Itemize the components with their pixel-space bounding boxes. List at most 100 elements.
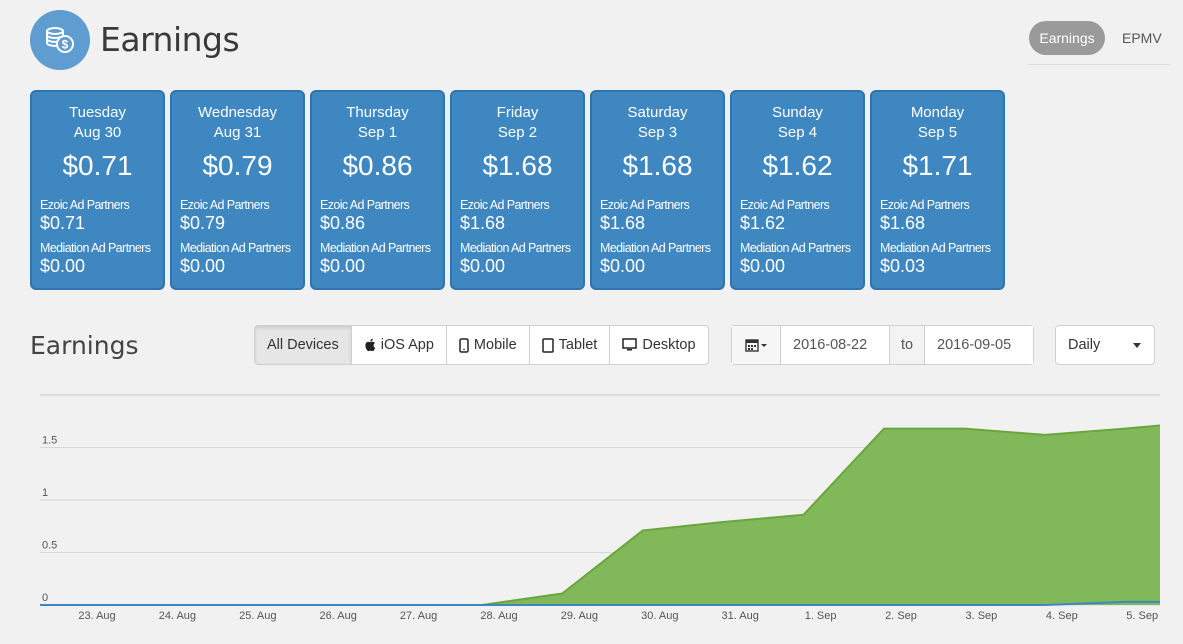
card-date: Aug 31 bbox=[213, 124, 262, 141]
x-tick-label: 3. Sep bbox=[965, 610, 997, 622]
day-card-friday: Friday Sep 2 $1.68 Ezoic Ad Partners $1.68 Me… bbox=[450, 90, 585, 290]
x-tick-label: 29. Aug bbox=[561, 610, 598, 622]
mediation-partners-value: $0.00 bbox=[320, 256, 366, 276]
desktop-button[interactable]: Desktop bbox=[610, 326, 707, 364]
coins-icon: $ bbox=[46, 27, 74, 53]
card-total: $1.62 bbox=[762, 150, 833, 181]
end-date-input[interactable] bbox=[925, 326, 1033, 364]
desktop-icon bbox=[622, 338, 638, 351]
mediation-partners-label: Mediation Ad Partners bbox=[180, 241, 291, 255]
day-card-sunday: Sunday Sep 4 $1.62 Ezoic Ad Partners $1.62 Me… bbox=[730, 90, 865, 290]
mediation-series-line bbox=[40, 600, 1160, 606]
mediation-partners-label: Mediation Ad Partners bbox=[880, 241, 991, 255]
x-tick-label: 2. Sep bbox=[885, 610, 917, 622]
card-total: $0.79 bbox=[202, 150, 273, 181]
card-day: Saturday bbox=[627, 104, 688, 121]
ezoic-partners-value: $0.71 bbox=[40, 213, 86, 233]
ezoic-partners-label: Ezoic Ad Partners bbox=[320, 198, 410, 212]
day-card-saturday: Saturday Sep 3 $1.68 Ezoic Ad Partners $1.68… bbox=[590, 90, 725, 290]
mediation-partners-label: Mediation Ad Partners bbox=[740, 241, 851, 255]
card-day: Sunday bbox=[772, 104, 823, 121]
x-tick-label: 27. Aug bbox=[400, 610, 437, 622]
y-tick-label: 0.5 bbox=[42, 540, 57, 552]
y-tick-label: 1 bbox=[42, 487, 48, 499]
ezoic-partners-label: Ezoic Ad Partners bbox=[460, 198, 550, 212]
apple-icon bbox=[365, 338, 375, 352]
ezoic-partners-value: $1.62 bbox=[740, 213, 786, 233]
date-range-to-label: to bbox=[889, 326, 925, 364]
mediation-partners-label: Mediation Ad Partners bbox=[40, 241, 151, 255]
ios-app-label: iOS App bbox=[380, 337, 434, 353]
svg-text:$: $ bbox=[62, 38, 69, 52]
ezoic-partners-value: $1.68 bbox=[460, 213, 506, 233]
ezoic-series-area bbox=[40, 425, 1160, 605]
mediation-partners-label: Mediation Ad Partners bbox=[600, 241, 711, 255]
period-select[interactable]: Daily bbox=[1055, 325, 1155, 365]
earnings-toggle-button[interactable]: Earnings bbox=[1029, 21, 1105, 55]
card-total: $1.71 bbox=[902, 150, 973, 181]
day-card-wednesday: Wednesday Aug 31 $0.79 Ezoic Ad Partners $0.… bbox=[170, 90, 305, 290]
mediation-partners-value: $0.03 bbox=[880, 256, 926, 276]
x-tick-label: 30. Aug bbox=[641, 610, 678, 622]
card-day: Wednesday bbox=[198, 104, 277, 121]
metric-toggle: Earnings EPMV bbox=[1028, 21, 1170, 65]
card-date: Sep 1 bbox=[357, 124, 398, 141]
calendar-dropdown-button[interactable] bbox=[732, 326, 781, 364]
day-card-thursday: Thursday Sep 1 $0.86 Ezoic Ad Partners $0.86… bbox=[310, 90, 445, 290]
card-date: Sep 3 bbox=[637, 124, 678, 141]
x-tick-label: 25. Aug bbox=[239, 610, 276, 622]
mediation-partners-label: Mediation Ad Partners bbox=[320, 241, 431, 255]
card-day: Monday bbox=[910, 104, 965, 121]
card-day: Friday bbox=[496, 104, 539, 121]
x-tick-label: 4. Sep bbox=[1046, 610, 1078, 622]
period-select-value: Daily bbox=[1068, 337, 1101, 353]
x-tick-label: 24. Aug bbox=[159, 610, 196, 622]
day-card-monday: Monday Sep 5 $1.71 Ezoic Ad Partners $1.68 Me… bbox=[870, 90, 1005, 290]
tablet-button[interactable]: Tablet bbox=[530, 326, 611, 364]
all-devices-button[interactable]: All Devices bbox=[255, 326, 352, 364]
mediation-partners-value: $0.00 bbox=[600, 256, 646, 276]
card-date: Sep 2 bbox=[497, 124, 538, 141]
card-total: $0.71 bbox=[62, 150, 133, 181]
mobile-button[interactable]: Mobile bbox=[447, 326, 530, 364]
ezoic-partners-label: Ezoic Ad Partners bbox=[600, 198, 690, 212]
y-tick-label: 1.5 bbox=[42, 435, 57, 447]
card-date: Sep 5 bbox=[917, 124, 958, 141]
mediation-partners-value: $0.00 bbox=[460, 256, 506, 276]
start-date-input[interactable] bbox=[781, 326, 889, 364]
card-total: $0.86 bbox=[342, 150, 413, 181]
mediation-partners-value: $0.00 bbox=[180, 256, 226, 276]
card-date: Aug 30 bbox=[73, 124, 122, 141]
mediation-partners-value: $0.00 bbox=[740, 256, 786, 276]
epmv-toggle-button[interactable]: EPMV bbox=[1122, 30, 1162, 46]
ezoic-partners-label: Ezoic Ad Partners bbox=[740, 198, 830, 212]
chart-section-title: Earnings bbox=[30, 331, 139, 360]
x-tick-label: 23. Aug bbox=[78, 610, 115, 622]
ezoic-partners-label: Ezoic Ad Partners bbox=[880, 198, 970, 212]
tablet-label: Tablet bbox=[558, 337, 598, 353]
ios-app-button[interactable]: iOS App bbox=[352, 326, 447, 364]
mediation-partners-value: $0.00 bbox=[40, 256, 86, 276]
card-date: Sep 4 bbox=[777, 124, 818, 141]
tablet-icon bbox=[541, 337, 554, 353]
x-tick-label: 28. Aug bbox=[480, 610, 517, 622]
y-tick-label: 0 bbox=[42, 592, 48, 604]
earnings-area-chart: 0 0.5 1 1.5 23. Aug 24. Aug 25. Aug 26. Aug 27. … bbox=[40, 394, 1161, 622]
x-tick-label: 5. Sep bbox=[1126, 610, 1158, 622]
day-card-tuesday: Tuesday Aug 30 $0.71 Ezoic Ad Partners $0.71… bbox=[30, 90, 165, 290]
card-day: Tuesday bbox=[69, 104, 126, 121]
mobile-label: Mobile bbox=[473, 337, 517, 353]
mobile-icon bbox=[459, 337, 469, 353]
x-tick-label: 31. Aug bbox=[722, 610, 759, 622]
calendar-icon bbox=[745, 339, 767, 352]
card-total: $1.68 bbox=[622, 150, 693, 181]
device-filter: All Devices iOS App Mobile Tablet Deskto… bbox=[254, 325, 709, 365]
caret-down-icon bbox=[1133, 343, 1141, 348]
x-tick-label: 26. Aug bbox=[320, 610, 357, 622]
x-tick-label: 1. Sep bbox=[805, 610, 837, 622]
ezoic-partners-value: $0.79 bbox=[180, 213, 226, 233]
ezoic-partners-label: Ezoic Ad Partners bbox=[40, 198, 130, 212]
all-devices-label: All Devices bbox=[267, 337, 339, 353]
ezoic-partners-value: $1.68 bbox=[880, 213, 926, 233]
ezoic-partners-label: Ezoic Ad Partners bbox=[180, 198, 270, 212]
